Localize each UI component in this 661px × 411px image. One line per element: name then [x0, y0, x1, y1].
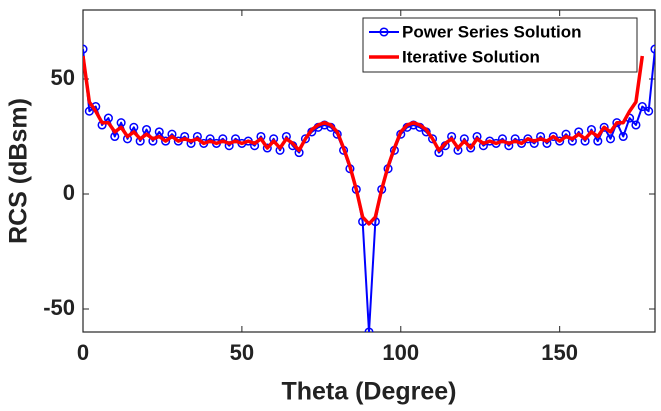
- x-axis-label: Theta (Degree): [281, 378, 456, 406]
- x-tick-label: 150: [541, 340, 578, 365]
- series-marker: [555, 136, 565, 146]
- series-marker: [599, 122, 609, 132]
- legend-label: Power Series Solution: [402, 22, 582, 41]
- series-marker: [300, 134, 310, 144]
- y-tick-label: -50: [43, 295, 75, 320]
- series-marker: [364, 327, 374, 332]
- series-marker: [161, 136, 171, 146]
- x-tick-label: 50: [230, 340, 254, 365]
- series-marker: [466, 143, 476, 153]
- series-marker: [631, 120, 641, 130]
- x-tick-label: 100: [382, 340, 419, 365]
- series-marker: [605, 134, 616, 144]
- series-marker: [637, 102, 647, 112]
- series-marker: [84, 106, 94, 116]
- series-marker: [548, 131, 558, 142]
- series-marker: [83, 44, 88, 54]
- y-tick-label: 0: [63, 180, 75, 205]
- legend-label: Iterative Solution: [402, 47, 540, 66]
- x-tick-label: 0: [77, 340, 89, 365]
- y-axis-label: RCS (dBsm): [5, 98, 33, 244]
- legend-box: [362, 17, 638, 73]
- legend-marker: [379, 27, 389, 37]
- series-marker: [428, 134, 438, 144]
- series-line: [83, 55, 645, 226]
- series-marker: [644, 106, 654, 116]
- series-marker: [618, 131, 628, 142]
- y-tick-label: 50: [51, 65, 75, 90]
- series-marker: [262, 143, 272, 153]
- series-marker: [650, 44, 655, 54]
